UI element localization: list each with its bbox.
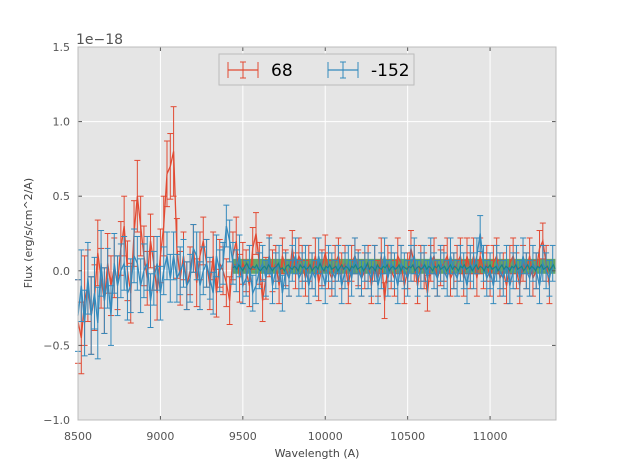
series-line [77, 225, 554, 324]
series-minus-152 [75, 204, 556, 360]
x-tick-label: 10500 [390, 430, 425, 443]
y-tick-label: −0.5 [43, 339, 70, 352]
x-tick-label: 10000 [308, 430, 343, 443]
legend-label-68: 68 [271, 61, 293, 81]
y-tick-label: 1.0 [53, 116, 71, 129]
x-tick-label: 11000 [473, 430, 508, 443]
series-line-model [232, 261, 556, 273]
y-tick-label: 1.5 [53, 41, 71, 54]
y-tick-label: −1.0 [43, 414, 70, 427]
series-layer [75, 106, 556, 375]
legend-item-68: 68 [227, 61, 293, 81]
legend-label-152: -152 [371, 61, 410, 81]
x-tick-label: 9000 [146, 430, 174, 443]
plot-frame [77, 46, 557, 421]
legend-symbol-68 [227, 61, 259, 79]
plot-area [78, 47, 556, 420]
x-tick-label: 9500 [229, 430, 257, 443]
y-axis-label: Flux (erg/s/cm^2/A) [22, 178, 35, 288]
x-tick-label: 8500 [64, 430, 92, 443]
legend-symbol-152 [327, 61, 359, 79]
y-offset-label: 1e−18 [76, 32, 123, 48]
legend: 68 -152 [218, 53, 415, 86]
legend-item-152: -152 [327, 61, 410, 81]
y-tick-label: 0.5 [53, 190, 71, 203]
y-tick-label: 0.0 [53, 265, 71, 278]
axes: 8500 9000 9500 10000 10500 11000 −1.0 −0.5 0.0 0.… [43, 41, 557, 443]
x-axis-label: Wavelength (A) [275, 447, 360, 460]
